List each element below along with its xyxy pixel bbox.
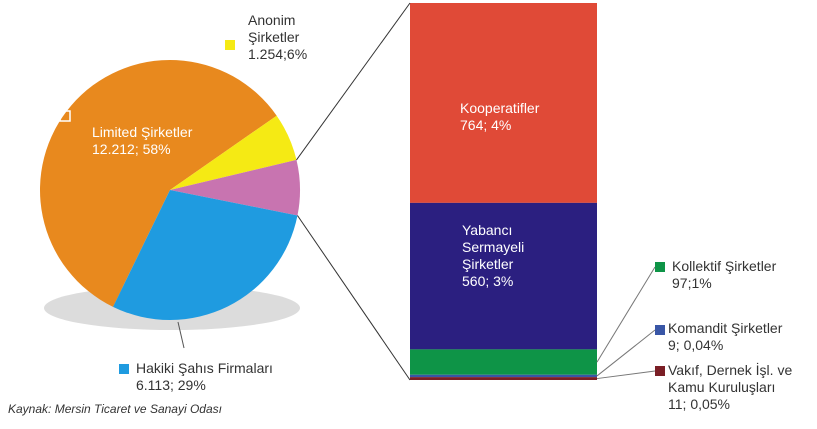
bar-label: Kollektif Şirketler (672, 258, 777, 274)
leader-line (596, 266, 656, 363)
bar-value: 9; 0,04% (668, 337, 724, 353)
slice-value: 1.254;6% (248, 46, 308, 62)
bar-segment (410, 374, 597, 378)
legend-swatch (655, 325, 665, 335)
bar-segment (410, 3, 597, 203)
legend-swatch (655, 366, 665, 376)
bar-value: 764; 4% (460, 117, 512, 133)
leader-line (596, 370, 656, 380)
bar-segment (410, 377, 597, 380)
pie-slice (170, 115, 297, 190)
connector-line (296, 2, 411, 161)
pie-slice (39, 59, 277, 307)
bar-value: 97;1% (672, 275, 712, 291)
bar-label: Vakıf, Dernek İşl. ve Kamu Kuruluşları (668, 362, 793, 395)
bar-label: Yabancı Sermayeli Şirketler (462, 222, 525, 272)
slice-label: Limited Şirketler (92, 124, 193, 140)
bar-value: 11; 0,05% (668, 396, 731, 412)
slice-value: 6.113; 29% (136, 377, 206, 393)
pie-slice (113, 190, 298, 320)
legend-swatch (655, 262, 665, 272)
leader-line (177, 321, 185, 349)
slice-value: 12.212; 58% (92, 141, 171, 157)
bar-segment (410, 202, 597, 350)
bar-segment (410, 349, 597, 375)
legend-swatch (59, 110, 71, 122)
pie-slice (170, 159, 300, 216)
bar-label: Kooperatifler (460, 100, 540, 116)
connector-line (297, 215, 411, 381)
legend-swatch (225, 40, 235, 50)
bar-value: 560; 3% (462, 273, 514, 289)
bar-label: Komandit Şirketler (668, 320, 783, 336)
leader-line (596, 329, 656, 377)
source: Kaynak: Mersin Ticaret ve Sanayi Odası (8, 402, 222, 416)
slice-label: Hakiki Şahıs Firmaları (136, 360, 273, 376)
legend-swatch (119, 364, 129, 374)
slice-label: Anonim Şirketler (248, 12, 300, 45)
